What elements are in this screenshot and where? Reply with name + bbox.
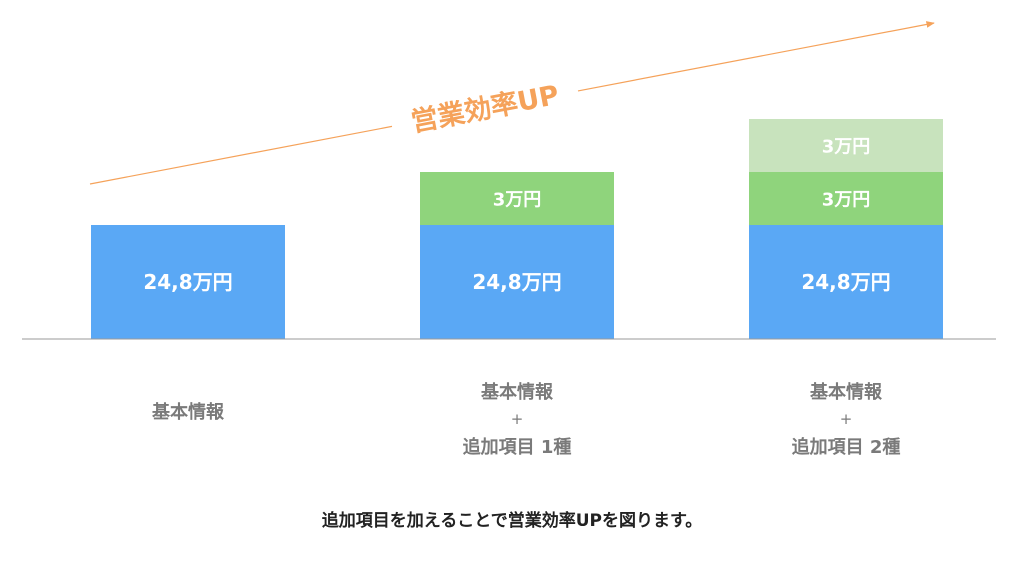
trend-arrow-line bbox=[89, 125, 393, 185]
caption: 追加項目を加えることで営業効率UPを図ります。 bbox=[321, 511, 703, 531]
bar-segment bbox=[749, 119, 943, 172]
bar-value-label: 3万円 bbox=[822, 190, 871, 211]
bar-segment bbox=[749, 172, 943, 225]
category-label: 基本情報 bbox=[151, 401, 225, 423]
trend-arrow-head-line bbox=[577, 21, 935, 92]
category-label: + bbox=[840, 410, 853, 428]
bar-value-label: 24,8万円 bbox=[143, 270, 232, 294]
category-label: 追加項目 1種 bbox=[463, 436, 572, 458]
category-label: 追加項目 2種 bbox=[792, 436, 901, 458]
category-label: 基本情報 bbox=[480, 381, 554, 403]
bar-value-label: 3万円 bbox=[822, 137, 871, 158]
annotation-text: 営業効率UP bbox=[408, 79, 561, 138]
bar-value-label: 24,8万円 bbox=[472, 270, 561, 294]
bars-layer: 24,8万円 24,8万円 3万円 24,8万円 3万円 3万円 bbox=[91, 119, 943, 339]
bar-segment bbox=[420, 225, 614, 339]
category-label: + bbox=[511, 410, 524, 428]
bar-segment bbox=[749, 225, 943, 339]
category-label: 基本情報 bbox=[809, 381, 883, 403]
bar-segment bbox=[91, 225, 285, 339]
bar-value-label: 24,8万円 bbox=[801, 270, 890, 294]
bar-segment bbox=[420, 172, 614, 225]
bar-value-label: 3万円 bbox=[493, 190, 542, 211]
